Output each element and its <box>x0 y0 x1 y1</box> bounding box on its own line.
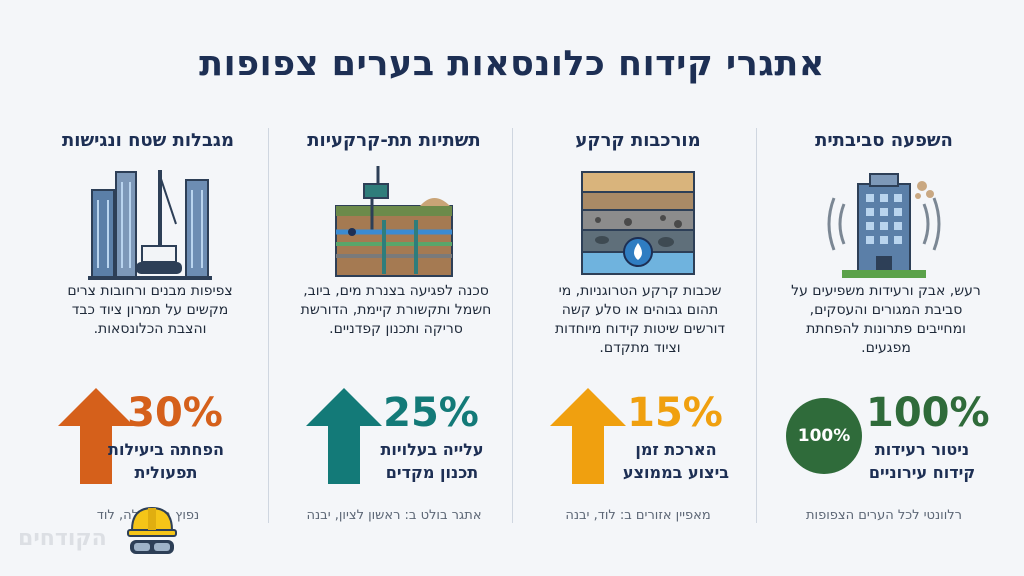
column-footnote: מאפיין אזורים ב: לוד, יבנה <box>565 508 711 523</box>
stat-label-line: הפחתה ביעילות <box>108 440 224 459</box>
column-site-constraints: מגבלות שטח ונגישות צפיפות מבנים ורחובות … <box>32 128 264 528</box>
column-footnote: אתגר בולט ב: ראשון לציון, יבנה <box>306 508 482 523</box>
page-title: אתגרי קידוח כלונסאות בערים צפופות <box>199 44 825 84</box>
column-heading: תשתיות תת-קרקעיות <box>307 130 481 151</box>
column-heading: מורכבות קרקע <box>575 130 701 151</box>
arrow-up-icon <box>56 386 136 486</box>
column-description: רעש, אבק ורעידות משפיעים על סביבת המגורי… <box>791 283 981 356</box>
underground-pipes-icon <box>324 164 464 282</box>
stat-value: 30% <box>127 390 223 436</box>
column-heading: השפעה סביבתית <box>815 130 953 151</box>
stat-label: הפחתה ביעילות תפעולית <box>96 438 236 484</box>
stat-label-line: ביצוע בממוצע <box>622 463 730 482</box>
stat-value: 25% <box>383 390 479 436</box>
stat-label-line: קידוח עירוניים <box>868 463 976 482</box>
column-description: צפיפות מבנים ורחובות צרים מקשים על תמרון… <box>67 283 233 337</box>
stat-label-line: ניטור רעידות <box>874 440 970 459</box>
column-heading: מגבלות שטח ונגישות <box>62 130 234 151</box>
stat-label-line: עלייה בעלויות <box>380 440 484 459</box>
column-description: שכבות קרקע הטרוגניות, מי תהום גבוהים או … <box>554 283 726 356</box>
column-soil-complexity: מורכבות קרקע שכבות קרקע הטרוגניות, מי תה… <box>522 128 754 528</box>
stat-label: עלייה בעלויות תכנון מקדים <box>362 438 502 484</box>
column-divider <box>756 128 757 523</box>
watermark-logo-text: הקודחים <box>18 526 107 551</box>
stat-value: 100% <box>866 390 990 436</box>
arrow-up-icon <box>304 386 384 486</box>
column-divider <box>268 128 269 523</box>
stat-label: הארכת זמן ביצוע בממוצע <box>606 438 746 484</box>
stat-label-line: הארכת זמן <box>635 440 717 459</box>
stat-label: ניטור רעידות קידוח עירוניים <box>852 438 992 484</box>
building-noise-icon <box>814 164 954 282</box>
column-divider <box>512 128 513 523</box>
monitoring-badge: 100% <box>786 398 862 474</box>
arrow-up-icon <box>548 386 628 486</box>
column-environmental-impact: השפעה סביבתית רעש, אבק ורעידות משפיעים ע… <box>768 128 1000 528</box>
soil-layers-icon <box>568 164 708 282</box>
column-footnote: רלוונטי לכל הערים הצפופות <box>806 508 962 523</box>
city-drill-rig-icon <box>78 164 218 282</box>
stat-label-line: תכנון מקדים <box>385 463 479 482</box>
stat-label-line: תפעולית <box>134 463 198 482</box>
hard-hat-icon <box>122 500 182 560</box>
column-description: סכנה לפגיעה בצנרת מים, ביוב, חשמל ותקשור… <box>300 283 492 337</box>
stat-value: 15% <box>627 390 723 436</box>
column-underground-infrastructure: תשתיות תת-קרקעיות סכנה לפגיעה בצנרת מים,… <box>278 128 510 528</box>
